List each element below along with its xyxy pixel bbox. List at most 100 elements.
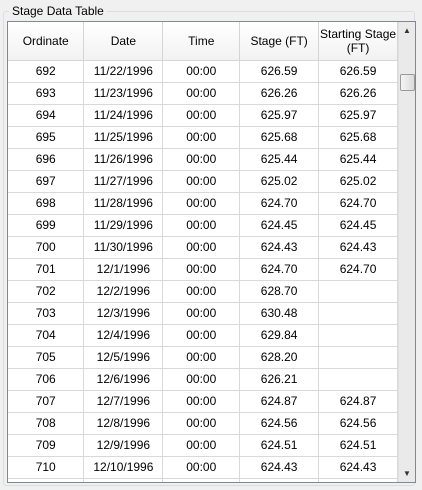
cell-stage[interactable]: 624.56 <box>239 412 320 435</box>
cell-starting-stage[interactable]: 624.45 <box>318 214 398 237</box>
cell-starting-stage[interactable]: 624.87 <box>318 390 398 413</box>
cell-time[interactable]: 00:00 <box>162 390 241 413</box>
cell-time[interactable]: 00:00 <box>162 258 241 281</box>
cell-date[interactable]: 11/28/1996 <box>83 192 164 215</box>
table-row[interactable]: 699 11/29/1996 00:00 624.45 624.45 <box>8 214 398 237</box>
cell-date[interactable]: 12/11/1996 <box>83 478 164 482</box>
cell-time[interactable]: 00:00 <box>162 104 241 127</box>
cell-stage[interactable]: 624.44 <box>239 478 320 482</box>
cell-date[interactable]: 11/26/1996 <box>83 148 164 171</box>
cell-ordinate[interactable]: 693 <box>8 82 85 105</box>
cell-starting-stage[interactable]: 624.70 <box>318 192 398 215</box>
cell-stage[interactable]: 629.84 <box>239 324 320 347</box>
column-header-ordinate[interactable]: Ordinate <box>8 22 85 61</box>
cell-date[interactable]: 11/29/1996 <box>83 214 164 237</box>
cell-date[interactable]: 11/22/1996 <box>83 60 164 83</box>
cell-ordinate[interactable]: 702 <box>8 280 85 303</box>
table-row[interactable]: 695 11/25/1996 00:00 625.68 625.68 <box>8 126 398 149</box>
cell-ordinate[interactable]: 710 <box>8 456 85 479</box>
cell-time[interactable]: 00:00 <box>162 148 241 171</box>
cell-time[interactable]: 00:00 <box>162 434 241 457</box>
cell-date[interactable]: 11/27/1996 <box>83 170 164 193</box>
cell-ordinate[interactable]: 692 <box>8 60 85 83</box>
cell-stage[interactable]: 630.48 <box>239 302 320 325</box>
cell-ordinate[interactable]: 701 <box>8 258 85 281</box>
column-header-time[interactable]: Time <box>162 22 241 61</box>
cell-starting-stage[interactable] <box>318 368 398 391</box>
cell-stage[interactable]: 626.21 <box>239 368 320 391</box>
table-row[interactable]: 697 11/27/1996 00:00 625.02 625.02 <box>8 170 398 193</box>
cell-date[interactable]: 12/6/1996 <box>83 368 164 391</box>
cell-time[interactable]: 00:00 <box>162 346 241 369</box>
cell-starting-stage[interactable] <box>318 324 398 347</box>
cell-ordinate[interactable]: 711 <box>8 478 85 482</box>
cell-time[interactable]: 00:00 <box>162 368 241 391</box>
cell-stage[interactable]: 625.44 <box>239 148 320 171</box>
cell-stage[interactable]: 624.43 <box>239 236 320 259</box>
column-header-starting-stage[interactable]: Starting Stage (FT) <box>318 22 398 61</box>
cell-starting-stage[interactable]: 625.44 <box>318 148 398 171</box>
cell-date[interactable]: 12/4/1996 <box>83 324 164 347</box>
cell-ordinate[interactable]: 696 <box>8 148 85 171</box>
table-row[interactable]: 704 12/4/1996 00:00 629.84 <box>8 324 398 347</box>
table-row[interactable]: 708 12/8/1996 00:00 624.56 624.56 <box>8 412 398 435</box>
cell-date[interactable]: 12/8/1996 <box>83 412 164 435</box>
table-row[interactable]: 709 12/9/1996 00:00 624.51 624.51 <box>8 434 398 457</box>
scroll-thumb[interactable] <box>400 74 415 91</box>
table-row[interactable]: 694 11/24/1996 00:00 625.97 625.97 <box>8 104 398 127</box>
table-row[interactable]: 707 12/7/1996 00:00 624.87 624.87 <box>8 390 398 413</box>
cell-stage[interactable]: 624.51 <box>239 434 320 457</box>
cell-time[interactable]: 00:00 <box>162 236 241 259</box>
cell-stage[interactable]: 626.26 <box>239 82 320 105</box>
cell-stage[interactable]: 624.70 <box>239 258 320 281</box>
cell-time[interactable]: 00:00 <box>162 280 241 303</box>
cell-time[interactable]: 00:00 <box>162 126 241 149</box>
scroll-up-icon[interactable]: ▲ <box>403 26 411 35</box>
table-row[interactable]: 698 11/28/1996 00:00 624.70 624.70 <box>8 192 398 215</box>
cell-date[interactable]: 12/2/1996 <box>83 280 164 303</box>
cell-time[interactable]: 00:00 <box>162 60 241 83</box>
cell-starting-stage[interactable]: 624.44 <box>318 478 398 482</box>
cell-starting-stage[interactable]: 625.68 <box>318 126 398 149</box>
cell-starting-stage[interactable]: 624.56 <box>318 412 398 435</box>
cell-stage[interactable]: 628.70 <box>239 280 320 303</box>
cell-date[interactable]: 12/7/1996 <box>83 390 164 413</box>
cell-time[interactable]: 00:00 <box>162 456 241 479</box>
cell-starting-stage[interactable]: 625.02 <box>318 170 398 193</box>
cell-date[interactable]: 11/30/1996 <box>83 236 164 259</box>
cell-time[interactable]: 00:00 <box>162 302 241 325</box>
cell-date[interactable]: 12/9/1996 <box>83 434 164 457</box>
cell-starting-stage[interactable] <box>318 280 398 303</box>
table-row[interactable]: 692 11/22/1996 00:00 626.59 626.59 <box>8 60 398 83</box>
cell-stage[interactable]: 624.43 <box>239 456 320 479</box>
cell-time[interactable]: 00:00 <box>162 412 241 435</box>
stage-data-grid[interactable]: Ordinate Date Time Stage (FT) Starting Stage… <box>7 21 416 483</box>
column-header-date[interactable]: Date <box>83 22 164 61</box>
cell-stage[interactable]: 625.97 <box>239 104 320 127</box>
cell-starting-stage[interactable]: 626.26 <box>318 82 398 105</box>
cell-date[interactable]: 11/24/1996 <box>83 104 164 127</box>
table-row[interactable]: 696 11/26/1996 00:00 625.44 625.44 <box>8 148 398 171</box>
cell-time[interactable]: 00:00 <box>162 324 241 347</box>
cell-starting-stage[interactable]: 626.59 <box>318 60 398 83</box>
cell-time[interactable]: 00:00 <box>162 192 241 215</box>
cell-ordinate[interactable]: 705 <box>8 346 85 369</box>
cell-starting-stage[interactable]: 624.43 <box>318 236 398 259</box>
table-row[interactable]: 703 12/3/1996 00:00 630.48 <box>8 302 398 325</box>
cell-time[interactable]: 00:00 <box>162 214 241 237</box>
table-row[interactable]: 710 12/10/1996 00:00 624.43 624.43 <box>8 456 398 479</box>
vertical-scrollbar[interactable]: ▲ ▼ <box>398 22 415 482</box>
table-row[interactable]: 705 12/5/1996 00:00 628.20 <box>8 346 398 369</box>
cell-ordinate[interactable]: 706 <box>8 368 85 391</box>
cell-date[interactable]: 12/1/1996 <box>83 258 164 281</box>
cell-starting-stage[interactable]: 624.51 <box>318 434 398 457</box>
cell-stage[interactable]: 624.45 <box>239 214 320 237</box>
cell-ordinate[interactable]: 709 <box>8 434 85 457</box>
cell-stage[interactable]: 628.20 <box>239 346 320 369</box>
cell-ordinate[interactable]: 708 <box>8 412 85 435</box>
cell-starting-stage[interactable]: 624.43 <box>318 456 398 479</box>
cell-ordinate[interactable]: 694 <box>8 104 85 127</box>
cell-starting-stage[interactable] <box>318 346 398 369</box>
cell-date[interactable]: 12/10/1996 <box>83 456 164 479</box>
